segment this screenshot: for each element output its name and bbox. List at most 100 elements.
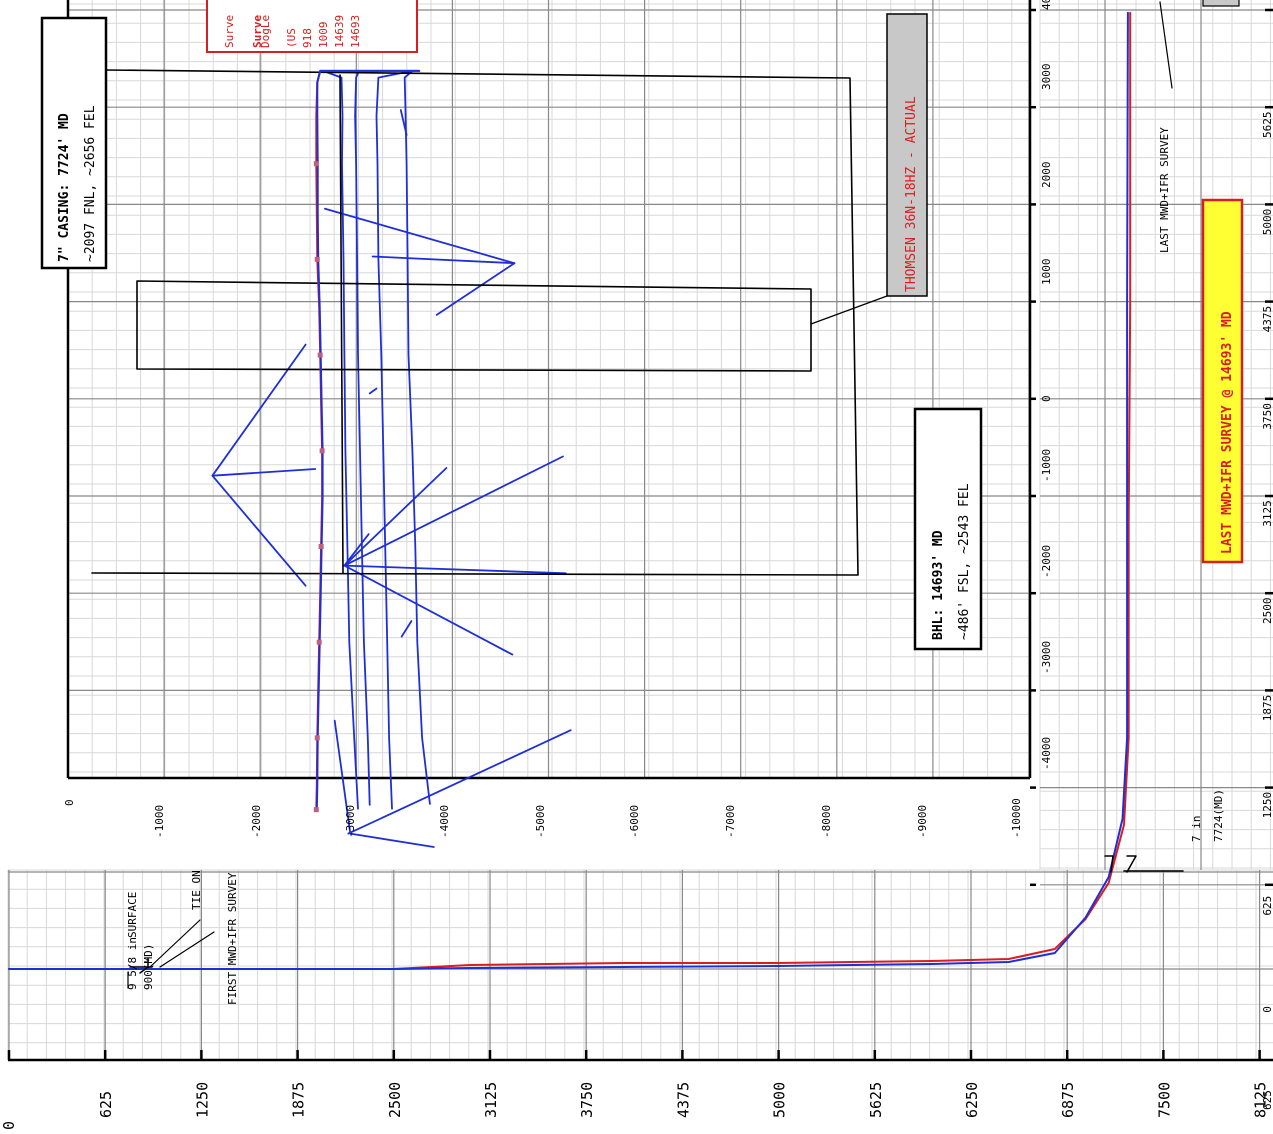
plan-survey-marker — [319, 448, 325, 454]
vs-right-tick-label: 5000 — [1261, 209, 1273, 236]
plan-lateral-line — [347, 729, 572, 835]
vs-casing-7-md-label: 7724(MD) — [1212, 789, 1225, 842]
vs-x-tick-label: 6875 — [1059, 1082, 1077, 1118]
plan-lateral-line — [343, 564, 567, 575]
plan-lateral-line — [399, 109, 408, 136]
plan-lateral-line — [349, 832, 435, 848]
vs-last-survey-label: LAST MWD+IFR SURVEY — [1158, 127, 1171, 253]
vs-x-tick-label: 3125 — [482, 1082, 500, 1118]
survey-box-line: 918 — [301, 28, 314, 48]
plan-lateral-line — [354, 70, 371, 806]
plan-series-group — [313, 69, 421, 813]
vs-right-tick-label: 625 — [1261, 896, 1273, 916]
plan-other-laterals — [91, 69, 859, 848]
casing-box-line1: 7" CASING: 7724' MD — [57, 113, 72, 262]
plan-series-line — [315, 69, 421, 811]
bhl-box-line1: BHL: 14693' MD — [931, 530, 946, 640]
vs-tie-leader — [149, 919, 201, 968]
plan-lateral-line — [343, 564, 514, 656]
vs-x-tick-label: 5625 — [867, 1082, 885, 1118]
vs-right-tick-label: 3125 — [1261, 500, 1273, 527]
vs-x-tick-label: 1875 — [290, 1082, 308, 1118]
vs-right-tick-label: 625 — [1261, 1090, 1273, 1110]
vs-right-tick-label: 2500 — [1261, 598, 1273, 625]
vertical-section-series-group — [8, 11, 1132, 970]
plan-survey-marker — [313, 161, 319, 167]
plan-y-tick-label: 1000 — [1040, 259, 1053, 286]
plan-y-tick-label: 3000 — [1040, 64, 1053, 91]
plan-x-tick-label: -3000 — [344, 805, 357, 838]
vs-x-tick-label: 2500 — [386, 1082, 404, 1118]
well-label-box — [886, 13, 928, 297]
plan-x-tick-label: -9000 — [916, 805, 929, 838]
vs-casing-7-flag-b — [1126, 855, 1137, 873]
vs-x-tick-label: 3750 — [578, 1082, 596, 1118]
plan-x-tick-label: -4000 — [438, 805, 451, 838]
plan-y-tick-label: -4000 — [1040, 737, 1053, 770]
vs-first-survey-label: FIRST MWD+IFR SURVEY — [226, 872, 239, 1005]
plan-x-tick-label: -6000 — [628, 805, 641, 838]
vs-right-tick-label: 4375 — [1261, 306, 1273, 333]
plan-survey-marker — [317, 352, 323, 358]
vs-casing-9-label: 9 5/8 in — [126, 937, 139, 990]
survey-box-line: Surve — [251, 15, 264, 48]
vs-x-tick-label: 1250 — [193, 1082, 211, 1118]
vs-right-tick-label: 3750 — [1261, 403, 1273, 430]
survey-box-line: Surve — [223, 15, 236, 48]
bhl-box-line2: ~486' FSL, ~2543 FEL — [957, 483, 972, 640]
vs-x-tick-label: 5000 — [771, 1082, 789, 1118]
plan-y-tick-label: 4000 — [1040, 0, 1053, 10]
last-survey-box-text: LAST MWD+IFR SURVEY @ 14693' MD — [1220, 311, 1235, 554]
casing-box — [40, 16, 108, 270]
well-label-text: THOMSEN 36N-18HZ - ACTUAL — [904, 96, 919, 292]
plan-lateral-line — [343, 467, 448, 567]
survey-box-line: DogLe — [259, 15, 272, 48]
survey-box-line: 14639 — [333, 15, 346, 48]
survey-box-line: (US — [285, 28, 298, 48]
vs-right-tick-label: 1250 — [1261, 792, 1273, 819]
plan-survey-marker — [316, 639, 322, 645]
vs-right-tick-label: 5625 — [1261, 112, 1273, 139]
plan-y-tick-label: 2000 — [1040, 162, 1053, 189]
vs-right-tick-label: 1875 — [1261, 695, 1273, 722]
plan-x-tick-label: -7000 — [724, 805, 737, 838]
casing-box-line2: ~2097 FNL, ~2656 FEL — [83, 105, 98, 262]
plan-lateral-line — [435, 262, 516, 316]
survey-box-line: 1009 — [317, 22, 330, 49]
plan-lateral-line — [375, 70, 414, 810]
vs-casing-7-flag-a — [1104, 855, 1114, 873]
vs-x-tick-label: 6250 — [963, 1082, 981, 1118]
vs-right-tick-label: 0 — [1261, 1006, 1273, 1013]
last-survey-box — [1201, 198, 1244, 564]
plan-y-tick-label: -3000 — [1040, 641, 1053, 674]
plan-lateral-line — [403, 70, 431, 805]
bhl-box — [913, 407, 983, 651]
plan-lateral-line — [322, 70, 359, 810]
plan-lateral-line — [324, 207, 516, 265]
plan-y-tick-label: -1000 — [1040, 449, 1053, 482]
plan-x-tick-label: -10000 — [1010, 798, 1023, 838]
vs-series-line — [8, 11, 1129, 970]
plan-survey-marker — [318, 544, 324, 549]
plan-x-tick-label: -1000 — [153, 805, 166, 838]
plan-y-tick-label: -2000 — [1040, 545, 1053, 578]
lease-divider — [339, 74, 344, 574]
survey-box — [206, 0, 418, 53]
top-grey-tab — [1202, 0, 1240, 7]
plan-lateral-line — [333, 719, 352, 835]
vs-surface-label: SURFACE — [126, 892, 139, 938]
vs-x-tick-label: 8125 — [1252, 1082, 1270, 1118]
plan-x-tick-label: -8000 — [820, 805, 833, 838]
plan-lateral-line — [211, 468, 317, 477]
plan-survey-marker — [313, 807, 319, 813]
vs-casing-7-label: 7 in — [1190, 816, 1203, 843]
vs-first-leader — [159, 931, 215, 968]
plan-lateral-line — [343, 533, 370, 567]
spacing-unit-box — [136, 280, 812, 372]
plan-lateral-line — [400, 620, 413, 638]
vs-series-line — [8, 11, 1132, 970]
plan-x-tick-label: -2000 — [250, 805, 263, 838]
